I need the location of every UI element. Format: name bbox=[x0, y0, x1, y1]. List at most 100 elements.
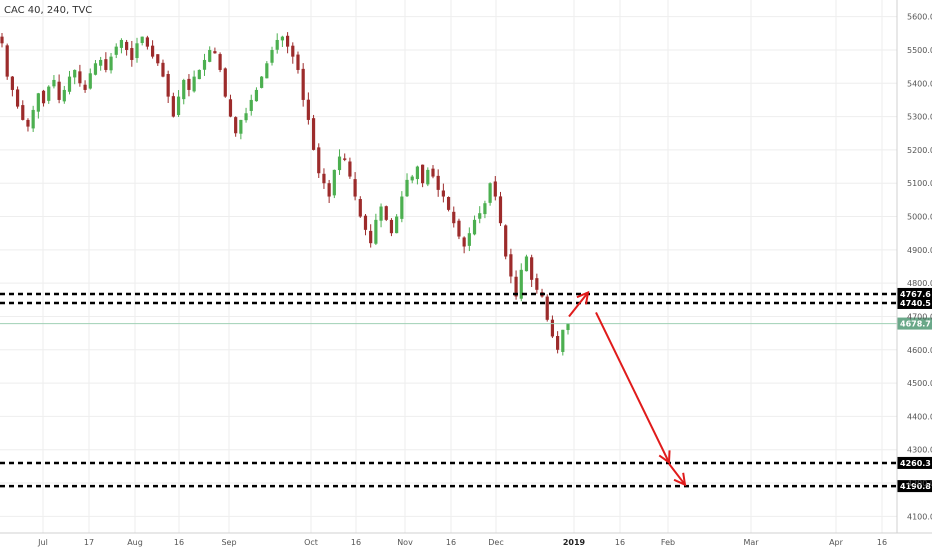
candle-body bbox=[519, 269, 523, 299]
candle-body bbox=[260, 76, 264, 88]
candle-body bbox=[291, 45, 295, 57]
arrow-up-head bbox=[576, 290, 590, 305]
x-tick-label: Dec bbox=[488, 538, 503, 547]
x-tick-label: Apr bbox=[829, 538, 844, 547]
candle-body bbox=[405, 179, 409, 197]
candle-body bbox=[140, 36, 144, 44]
candle-body bbox=[530, 257, 534, 280]
candle-body bbox=[285, 35, 290, 47]
y-tick-label: 5500.0 bbox=[907, 46, 932, 55]
candle-body bbox=[374, 219, 378, 244]
candle-body bbox=[5, 45, 9, 77]
y-tick-label: 4500.0 bbox=[907, 379, 932, 388]
candle-body bbox=[202, 59, 207, 70]
candle-body bbox=[114, 46, 118, 55]
arrows bbox=[568, 290, 687, 487]
candle-body bbox=[441, 190, 445, 197]
candle-body bbox=[348, 161, 352, 177]
candle-body bbox=[249, 99, 253, 111]
candle-body bbox=[400, 196, 404, 219]
candle-body bbox=[472, 219, 477, 235]
arrow-down-shaft bbox=[595, 312, 670, 463]
x-tick-label: 16 bbox=[351, 538, 361, 547]
candle-body bbox=[410, 176, 414, 181]
candle-body bbox=[467, 233, 471, 246]
level-label: 4260.3 bbox=[900, 459, 931, 468]
candle-body bbox=[358, 199, 362, 217]
level-label: 4190.8 bbox=[900, 482, 931, 491]
grid bbox=[0, 0, 897, 533]
candle-body bbox=[306, 99, 310, 120]
chart-title: CAC 40, 240, TVC bbox=[4, 5, 92, 16]
candle-body bbox=[353, 179, 357, 197]
candle-body bbox=[93, 63, 98, 75]
candle-body bbox=[561, 329, 565, 352]
candle-body bbox=[311, 118, 316, 150]
candle-body bbox=[436, 175, 440, 190]
candle-body bbox=[327, 183, 331, 197]
level-label: 4767.6 bbox=[900, 290, 931, 299]
y-tick-label: 4700.0 bbox=[907, 312, 932, 321]
candle-body bbox=[363, 215, 368, 230]
candle-body bbox=[228, 99, 233, 117]
y-tick-label: 4400.0 bbox=[907, 412, 932, 421]
candle-body bbox=[161, 62, 165, 77]
y-tick-label: 5300.0 bbox=[907, 113, 932, 122]
candle-body bbox=[384, 206, 388, 220]
candle-body bbox=[0, 36, 4, 44]
y-tick-label: 4100.0 bbox=[907, 512, 932, 521]
candle-body bbox=[535, 278, 539, 290]
candle-body bbox=[223, 68, 227, 97]
candle-body bbox=[550, 319, 555, 337]
candle-body bbox=[322, 173, 326, 184]
arrow-down-head bbox=[658, 450, 671, 465]
candles bbox=[0, 32, 570, 356]
candle-body bbox=[166, 74, 170, 97]
candle-body bbox=[462, 237, 466, 247]
candle-body bbox=[208, 49, 212, 62]
candle-body bbox=[389, 219, 394, 234]
candle-body bbox=[67, 76, 72, 92]
candle-body bbox=[566, 323, 570, 331]
candle-body bbox=[254, 89, 259, 102]
y-tick-label: 5600.0 bbox=[907, 13, 932, 22]
candle-body bbox=[452, 211, 456, 224]
level-label-bg bbox=[897, 287, 932, 300]
candle-body bbox=[457, 220, 461, 237]
candle-body bbox=[301, 68, 305, 100]
x-tick-label: 16 bbox=[877, 538, 887, 547]
arrow-down-small-shaft bbox=[668, 463, 686, 486]
y-tick-label: 4600.0 bbox=[907, 346, 932, 355]
price-axis[interactable]: 5600.0 5500.0 5400.0 5300.0 5200.0 5100.0 5000… bbox=[907, 13, 932, 522]
candle-body bbox=[369, 230, 373, 244]
candle-body bbox=[504, 225, 508, 257]
candle-body bbox=[135, 43, 139, 59]
candle-body bbox=[31, 109, 35, 129]
candle-body bbox=[234, 117, 238, 134]
y-tick-label: 4800.0 bbox=[907, 279, 932, 288]
arrow-up-shaft bbox=[568, 291, 589, 318]
candle-body bbox=[130, 48, 134, 60]
level-label-bg bbox=[897, 296, 932, 309]
y-tick-label: 5200.0 bbox=[907, 146, 932, 155]
candle-body bbox=[88, 73, 92, 89]
level-label-bg bbox=[897, 480, 932, 493]
current-price-label-bg bbox=[897, 317, 932, 330]
candle-body bbox=[296, 54, 300, 70]
candle-body bbox=[83, 84, 87, 90]
candle-body bbox=[156, 54, 160, 64]
y-tick-label: 4300.0 bbox=[907, 446, 932, 455]
candle-body bbox=[78, 71, 82, 84]
x-tick-label: Mar bbox=[743, 538, 759, 547]
time-axis[interactable]: Jul 17 Aug 16 Sep Oct 16 Nov 16 Dec 2019 16 Feb Mar Ap… bbox=[37, 538, 887, 547]
candle-body bbox=[109, 56, 113, 71]
y-tick-label: 5100.0 bbox=[907, 179, 932, 188]
x-tick-label: 16 bbox=[615, 538, 625, 547]
candle-body bbox=[524, 256, 529, 272]
candle-body bbox=[150, 45, 155, 57]
x-tick-label: 16 bbox=[446, 538, 456, 547]
candle-body bbox=[431, 168, 435, 177]
candle-body bbox=[36, 93, 40, 112]
